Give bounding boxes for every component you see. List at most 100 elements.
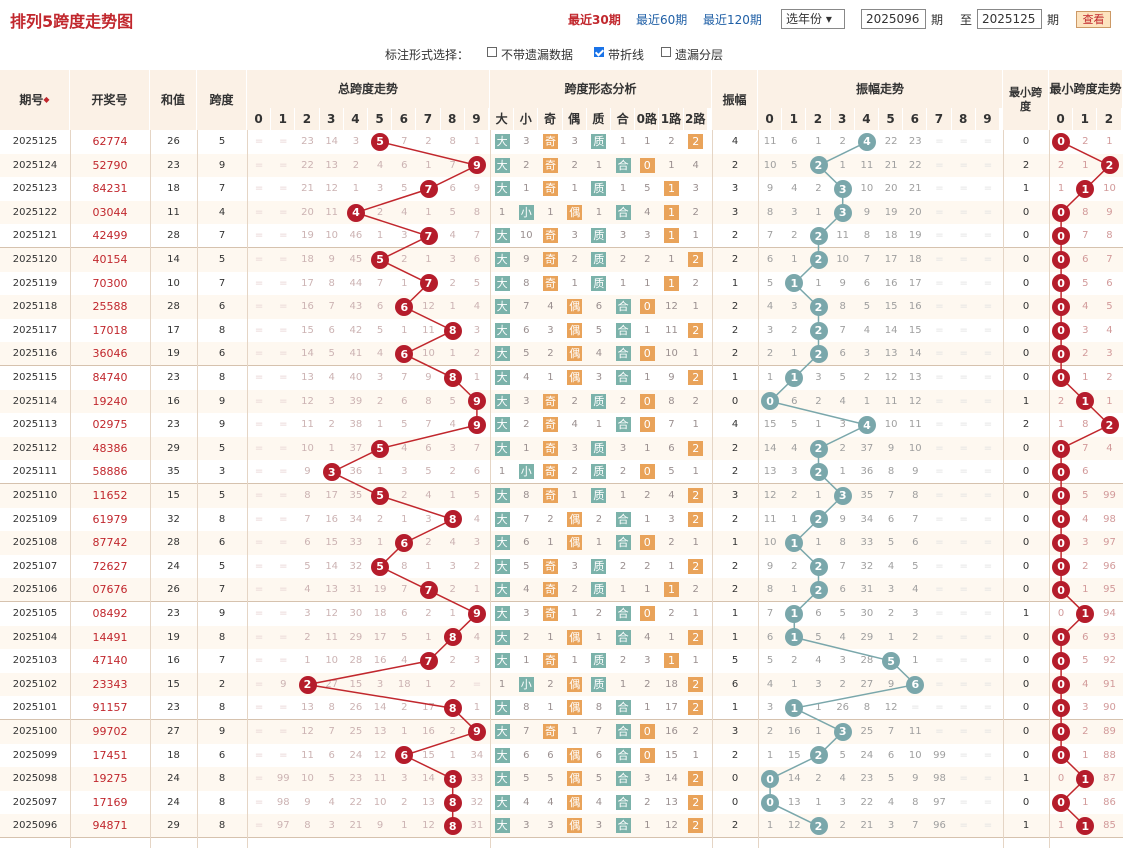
min-trend-miss-cell: 2 xyxy=(1057,159,1065,171)
total-trend-miss-cell: 15 xyxy=(422,749,435,761)
shape-cell: 2 xyxy=(547,679,554,691)
total-trend-miss-cell: 5 xyxy=(401,631,408,643)
amp-trend-miss-cell: 2 xyxy=(912,631,919,643)
shape-tag: 大 xyxy=(494,441,510,457)
shape-cell: 10 xyxy=(519,230,533,242)
shape-cell: 质 xyxy=(587,130,611,154)
amp-trend-miss-cell: = xyxy=(983,395,993,407)
recent-30-link[interactable]: 最近30期 xyxy=(568,13,621,27)
total-trend-miss-cell: 22 xyxy=(301,159,314,171)
min-trend-miss-cell: 1 xyxy=(1057,183,1065,195)
min-span-ball: 0 xyxy=(1052,652,1071,670)
amp-trend-miss-cell: 33 xyxy=(860,537,874,549)
shape-tag: 0 xyxy=(639,417,655,433)
amp-trend-miss-cell: 30 xyxy=(860,608,874,620)
shape-cell: 9 xyxy=(523,254,530,266)
amp-trend-miss-cell: 7 xyxy=(912,513,919,525)
shape-cell: 3 xyxy=(595,820,603,832)
period-cell: 2025120 xyxy=(12,254,58,266)
amp-trend-miss-cell: = xyxy=(983,820,993,832)
shape-tag: 1 xyxy=(663,582,679,598)
amp-ball: 0 xyxy=(761,392,780,411)
amp-trend-miss-cell: = xyxy=(959,561,968,573)
period-cell: 2025099 xyxy=(12,749,58,761)
sort-icon[interactable]: ◆ xyxy=(43,95,50,104)
shape-cell: 1 xyxy=(644,443,651,455)
option-miss-layer: 遗漏分层 xyxy=(675,48,724,62)
checkbox-polyline[interactable] xyxy=(594,47,604,57)
total-trend-miss-cell: 1 xyxy=(352,183,360,195)
draw-number-cell: 19275 xyxy=(92,772,128,786)
min-span-cell: 0 xyxy=(1022,372,1030,384)
total-trend-miss-cell: 2 xyxy=(449,277,456,289)
total-trend-miss-cell: 5 xyxy=(376,325,384,337)
recent-60-link[interactable]: 最近60期 xyxy=(636,13,688,27)
start-period-input[interactable]: 2025096 xyxy=(861,9,926,29)
amp-trend-miss-cell: = xyxy=(983,584,993,596)
amp-ball: 5 xyxy=(882,652,901,670)
shape-sub-header: 2路 xyxy=(683,108,708,130)
total-trend-miss-cell: 18 xyxy=(373,608,387,620)
total-trend-miss-cell: 3 xyxy=(473,655,481,667)
min-span-ball: 0 xyxy=(1052,675,1071,694)
total-trend-miss-cell: 2 xyxy=(449,655,456,667)
table-row: 2025124 52790 23 9 = = 22 13 2 4 6 1 7 大 2 奇 2 1 合 0 1 4 2 10 5 1… xyxy=(0,153,1123,178)
shape-tag: 质 xyxy=(591,464,607,480)
shape-cell: 7 xyxy=(523,513,530,525)
checkbox-no-miss[interactable] xyxy=(487,47,497,57)
span-ball: 9 xyxy=(467,156,486,175)
total-trend-miss-cell: = xyxy=(279,159,288,171)
span-cell: 8 xyxy=(218,797,226,809)
checkbox-miss-layer[interactable] xyxy=(661,47,671,57)
shape-tag: 大 xyxy=(494,606,510,622)
total-trend-miss-cell: 37 xyxy=(349,443,363,455)
shape-cell: 1 xyxy=(619,277,627,289)
amp-trend-miss-cell: 1 xyxy=(791,679,798,691)
total-trend-miss-cell: 11 xyxy=(325,631,339,643)
amp-trend-miss-cell: = xyxy=(959,584,968,596)
shape-tag: 大 xyxy=(494,181,510,197)
shape-tag: 大 xyxy=(494,700,510,716)
shape-cell: 4 xyxy=(571,419,578,431)
total-trend-miss-cell: 5 xyxy=(473,277,481,289)
total-trend-miss-cell: 16 xyxy=(422,726,435,738)
total-trend-miss-cell: 7 xyxy=(328,726,335,738)
total-trend-miss-cell: 12 xyxy=(373,749,387,761)
span-cell: 9 xyxy=(218,726,226,738)
shape-cell: 合 xyxy=(611,767,635,791)
total-trend-miss-cell: 2 xyxy=(449,466,456,478)
shape-cell: 奇 xyxy=(538,390,562,414)
col-header-period[interactable]: 期号 ◆ xyxy=(0,70,70,130)
query-button[interactable]: 查看 xyxy=(1076,11,1111,28)
shape-cell: 偶 xyxy=(563,673,587,697)
amp-ball: 2 xyxy=(809,298,828,316)
recent-120-link[interactable]: 最近120期 xyxy=(703,13,762,27)
shape-cell: 3 xyxy=(644,655,651,667)
total-trend-miss-cell: 6 xyxy=(401,159,408,171)
amp-trend-digit-header: 4 xyxy=(854,108,879,130)
end-period-input[interactable]: 2025125 xyxy=(977,9,1042,29)
shape-cell: 3 xyxy=(571,136,578,148)
period-cell: 2025116 xyxy=(12,348,58,360)
draw-number-cell: 23343 xyxy=(92,678,128,692)
amp-trend-miss-cell: = xyxy=(935,679,944,691)
shape-cell: 1 xyxy=(523,443,530,455)
total-trend-miss-cell: 6 xyxy=(304,537,311,549)
sum-cell: 17 xyxy=(167,325,180,337)
option-no-miss: 不带遗漏数据 xyxy=(501,48,574,62)
table-row: 2025097 17169 24 8 = 98 9 4 22 10 2 13 32 大 4 4 偶 4 合 2 13 2 0… xyxy=(0,791,1123,815)
shape-cell: 1 xyxy=(547,702,554,714)
min-trend-miss-cell: 2 xyxy=(1082,348,1089,360)
year-select[interactable]: 选年份 ▾ xyxy=(781,9,845,29)
total-trend-miss-cell: 3 xyxy=(449,254,456,266)
shape-tag: 合 xyxy=(615,346,631,362)
total-trend-miss-cell: 5 xyxy=(449,395,456,407)
amp-trend-miss-cell: = xyxy=(935,254,944,266)
shape-cell: 1 xyxy=(498,679,506,691)
shape-cell: 大 xyxy=(490,484,514,508)
shape-tag: 大 xyxy=(494,488,510,504)
amp-trend-miss-cell: 12 xyxy=(787,820,801,832)
shape-cell: 2 xyxy=(684,437,708,461)
shape-cell: 奇 xyxy=(538,649,562,673)
total-trend-digit-header: 5 xyxy=(368,108,393,130)
